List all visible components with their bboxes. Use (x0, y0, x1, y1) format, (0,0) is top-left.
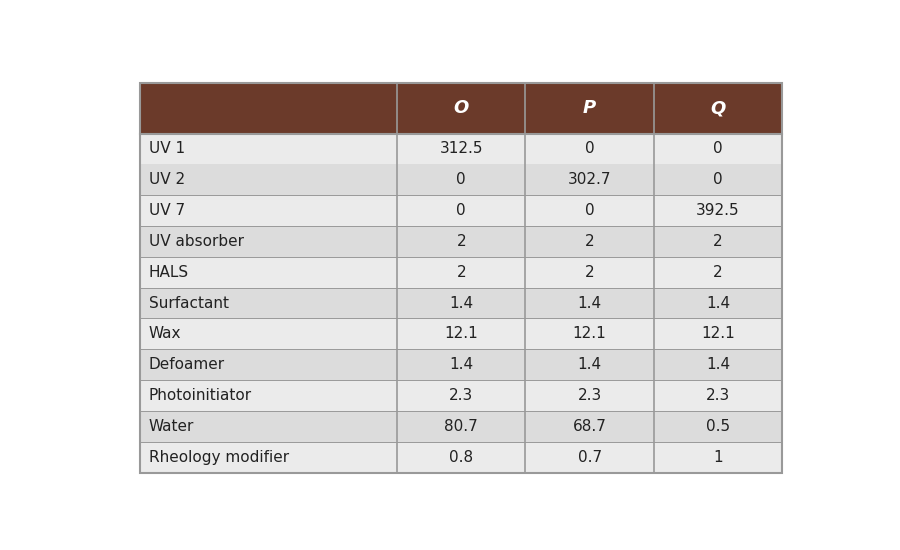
Text: Surfactant: Surfactant (148, 295, 229, 311)
Text: 1: 1 (713, 450, 723, 465)
Text: 68.7: 68.7 (572, 419, 607, 434)
Text: 1.4: 1.4 (449, 295, 473, 311)
Bar (526, 134, 653, 164)
Text: UV 2: UV 2 (148, 172, 184, 188)
Bar (653, 380, 782, 411)
Bar (397, 226, 526, 257)
Bar (140, 83, 397, 134)
Bar (653, 318, 782, 349)
Text: O: O (454, 99, 469, 117)
Bar (526, 318, 653, 349)
Bar (653, 134, 782, 164)
Text: UV absorber: UV absorber (148, 234, 244, 249)
Text: 80.7: 80.7 (445, 419, 478, 434)
Bar (653, 164, 782, 195)
Text: 1.4: 1.4 (706, 295, 730, 311)
Bar (526, 411, 653, 442)
Text: 0: 0 (585, 141, 594, 157)
Bar (397, 164, 526, 195)
Text: 312.5: 312.5 (439, 141, 483, 157)
Bar (140, 164, 397, 195)
Bar (526, 195, 653, 226)
Text: Photoinitiator: Photoinitiator (148, 388, 252, 403)
Text: 2: 2 (585, 265, 594, 280)
Text: 302.7: 302.7 (568, 172, 611, 188)
Text: 392.5: 392.5 (696, 203, 740, 218)
Bar (397, 288, 526, 318)
Bar (140, 288, 397, 318)
Bar (653, 83, 782, 134)
Bar (397, 83, 526, 134)
Bar (397, 195, 526, 226)
Bar (397, 380, 526, 411)
Text: 0: 0 (456, 203, 466, 218)
Bar (140, 226, 397, 257)
Bar (397, 411, 526, 442)
Text: P: P (583, 99, 596, 117)
Bar (140, 411, 397, 442)
Bar (653, 195, 782, 226)
Text: HALS: HALS (148, 265, 189, 280)
Bar (653, 442, 782, 472)
Text: 2.3: 2.3 (706, 388, 730, 403)
Text: 12.1: 12.1 (572, 326, 607, 342)
Bar (397, 318, 526, 349)
Bar (397, 257, 526, 288)
Bar (140, 380, 397, 411)
Bar (653, 288, 782, 318)
Bar (526, 226, 653, 257)
Bar (526, 164, 653, 195)
Text: 2: 2 (713, 265, 723, 280)
Text: 2.3: 2.3 (578, 388, 602, 403)
Bar (140, 195, 397, 226)
Bar (653, 349, 782, 380)
Bar (653, 226, 782, 257)
Bar (526, 288, 653, 318)
Bar (397, 442, 526, 472)
Text: 0.8: 0.8 (449, 450, 473, 465)
Text: 12.1: 12.1 (445, 326, 478, 342)
Text: 0: 0 (585, 203, 594, 218)
Text: UV 7: UV 7 (148, 203, 184, 218)
Text: UV 1: UV 1 (148, 141, 184, 157)
Bar (526, 257, 653, 288)
Text: 2.3: 2.3 (449, 388, 473, 403)
Text: Defoamer: Defoamer (148, 357, 225, 372)
Text: 0: 0 (713, 172, 723, 188)
Bar (397, 134, 526, 164)
Bar (526, 442, 653, 472)
Text: Water: Water (148, 419, 194, 434)
Text: 0.7: 0.7 (578, 450, 602, 465)
Bar (526, 349, 653, 380)
Text: 0: 0 (456, 172, 466, 188)
Bar (397, 349, 526, 380)
Text: Wax: Wax (148, 326, 181, 342)
Bar (140, 318, 397, 349)
Bar (140, 257, 397, 288)
Bar (140, 442, 397, 472)
Text: 1.4: 1.4 (449, 357, 473, 372)
Text: 1.4: 1.4 (578, 357, 602, 372)
Bar (526, 83, 653, 134)
Text: 2: 2 (713, 234, 723, 249)
Bar (653, 257, 782, 288)
Text: 1.4: 1.4 (578, 295, 602, 311)
Text: 0: 0 (713, 141, 723, 157)
Text: 2: 2 (585, 234, 594, 249)
Bar (653, 411, 782, 442)
Text: Q: Q (710, 99, 725, 117)
Text: 1.4: 1.4 (706, 357, 730, 372)
Text: 2: 2 (456, 234, 466, 249)
Bar (140, 349, 397, 380)
Text: 0.5: 0.5 (706, 419, 730, 434)
Text: Rheology modifier: Rheology modifier (148, 450, 289, 465)
Text: 12.1: 12.1 (701, 326, 734, 342)
Text: 2: 2 (456, 265, 466, 280)
Bar (526, 380, 653, 411)
Bar (140, 134, 397, 164)
